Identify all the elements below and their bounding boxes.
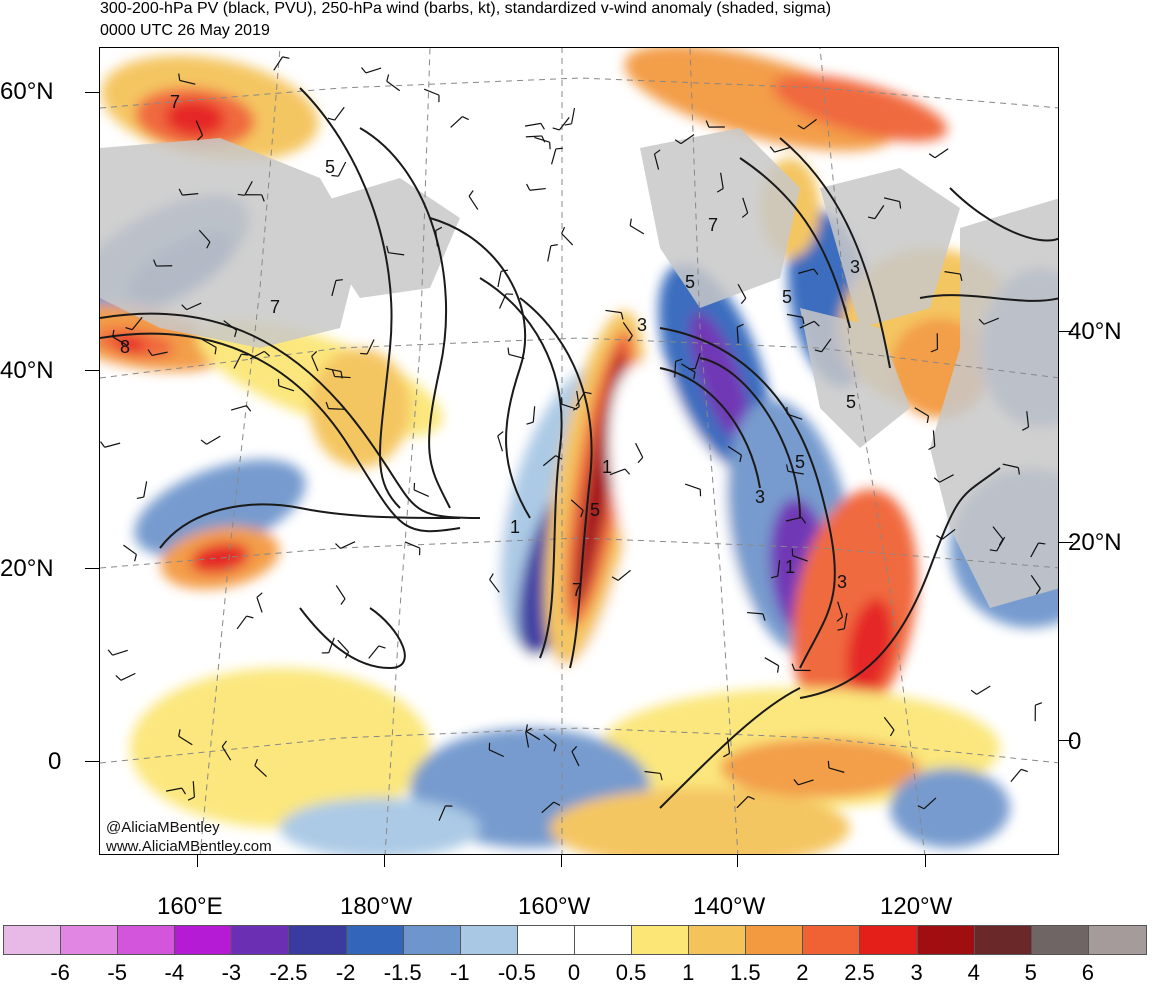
colorbar-swatch xyxy=(518,926,575,954)
colorbar-tick-label: -4 xyxy=(165,960,185,986)
lon-label-bottom: 140°W xyxy=(693,893,765,921)
lat-tick xyxy=(85,92,99,93)
colorbar-swatch xyxy=(575,926,632,954)
valid-time-subtitle: 0000 UTC 26 May 2019 xyxy=(100,22,270,40)
pv-contour-label: 7 xyxy=(572,580,582,600)
map-panel: 7 5 7 8 5 3 7 5 3 1 5 7 1 5 3 3 1 5 xyxy=(99,47,1059,855)
pv-contour-label: 5 xyxy=(685,272,695,292)
lat-label-right: 0 xyxy=(1068,728,1081,756)
barb-flag xyxy=(360,353,367,354)
colorbar xyxy=(3,925,1147,955)
colorbar-tick-label: 1.5 xyxy=(730,960,761,986)
colorbar-tick-label: 4 xyxy=(968,960,980,986)
pv-contour-label: 7 xyxy=(170,92,180,112)
lat-tick xyxy=(85,370,99,371)
lat-label-left: 40°N xyxy=(0,357,54,385)
pv-contour-label: 3 xyxy=(837,572,847,592)
barb-flag xyxy=(508,348,509,355)
pv-contour-label: 5 xyxy=(846,392,856,412)
colorbar-swatch xyxy=(746,926,803,954)
credit-handle: @AliciaMBentley xyxy=(106,818,272,837)
colorbar-tick-label: 6 xyxy=(1082,960,1094,986)
barb-flag xyxy=(828,761,829,768)
pv-contour-label: 5 xyxy=(325,157,335,177)
colorbar-swatch xyxy=(232,926,289,954)
colorbar-tick-label: 0 xyxy=(568,960,580,986)
colorbar-swatch xyxy=(461,926,518,954)
lat-label-right: 40°N xyxy=(1068,318,1122,346)
lon-tick xyxy=(925,855,926,867)
pv-contour-label: 1 xyxy=(510,517,520,537)
colorbar-tick-label: 3 xyxy=(910,960,922,986)
colorbar-tick-label: -1.5 xyxy=(384,960,422,986)
anomaly-region xyxy=(720,738,920,798)
colorbar-swatch xyxy=(4,926,61,954)
lat-tick xyxy=(85,761,99,762)
pv-contour-label: 5 xyxy=(782,287,792,307)
lat-label-left: 0 xyxy=(48,748,61,776)
pv-contour-label: 3 xyxy=(637,315,647,335)
anomaly-region xyxy=(310,348,410,468)
colorbar-tick-label: -2 xyxy=(336,960,356,986)
colorbar-swatch xyxy=(289,926,346,954)
colorbar-swatch xyxy=(918,926,975,954)
lat-label-left: 60°N xyxy=(0,78,54,106)
pv-contour-label: 1 xyxy=(602,457,612,477)
colorbar-tick-label: -1 xyxy=(450,960,470,986)
colorbar-swatch xyxy=(860,926,917,954)
lon-label-bottom: 120°W xyxy=(880,893,952,921)
colorbar-tick-label: 2.5 xyxy=(844,960,875,986)
barb-flag xyxy=(241,354,248,355)
colorbar-swatch xyxy=(404,926,461,954)
lon-tick xyxy=(561,855,562,867)
lon-label-bottom: 160°E xyxy=(157,893,223,921)
colorbar-tick-label: 1 xyxy=(682,960,694,986)
pv-contour-label: 7 xyxy=(708,215,718,235)
lat-tick xyxy=(1059,740,1073,741)
colorbar-swatch xyxy=(61,926,118,954)
colorbar-tick-label: -3 xyxy=(222,960,242,986)
lat-label-right: 20°N xyxy=(1068,529,1122,557)
barb-staff xyxy=(328,409,344,410)
lon-label-bottom: 180°W xyxy=(340,893,412,921)
colorbar-swatch xyxy=(175,926,232,954)
barb-flag xyxy=(556,148,563,149)
lon-label-bottom: 160°W xyxy=(518,893,590,921)
colorbar-tick-label: 2 xyxy=(796,960,808,986)
chart-title: 300-200-hPa PV (black, PVU), 250-hPa win… xyxy=(100,0,831,18)
lat-tick xyxy=(1059,331,1073,332)
pv-contour-label: 7 xyxy=(270,297,280,317)
colorbar-tick-label: 0.5 xyxy=(616,960,647,986)
pv-contour-label: 5 xyxy=(795,452,805,472)
colorbar-tick-label: 5 xyxy=(1025,960,1037,986)
colorbar-tick-label: -0.5 xyxy=(498,960,536,986)
anomaly-region xyxy=(890,768,1010,848)
colorbar-swatch xyxy=(1032,926,1089,954)
colorbar-swatch xyxy=(1089,926,1146,954)
colorbar-tick-label: -5 xyxy=(107,960,127,986)
lat-tick xyxy=(85,568,99,569)
author-credit: @AliciaMBentley www.AliciaMBentley.com xyxy=(106,818,272,856)
colorbar-swatch xyxy=(632,926,689,954)
colorbar-tick-label: -2.5 xyxy=(270,960,308,986)
lon-tick xyxy=(384,855,385,867)
pv-contour-label: 1 xyxy=(785,557,795,577)
lat-tick xyxy=(1059,542,1073,543)
colorbar-swatch xyxy=(803,926,860,954)
credit-website: www.AliciaMBentley.com xyxy=(106,837,272,856)
barb-flag xyxy=(336,280,343,281)
lon-tick xyxy=(737,855,738,867)
lon-tick xyxy=(197,855,198,867)
colorbar-swatch xyxy=(689,926,746,954)
lat-label-left: 20°N xyxy=(0,555,54,583)
colorbar-swatch xyxy=(975,926,1032,954)
colorbar-swatch xyxy=(118,926,175,954)
pv-contour-label: 5 xyxy=(590,500,600,520)
colorbar-swatch xyxy=(347,926,404,954)
colorbar-tick-label: -6 xyxy=(50,960,70,986)
pv-contour-label: 3 xyxy=(755,487,765,507)
pv-contour-label: 8 xyxy=(120,337,130,357)
pv-contour-label: 3 xyxy=(850,257,860,277)
anomaly-map: 7 5 7 8 5 3 7 5 3 1 5 7 1 5 3 3 1 5 xyxy=(100,48,1059,855)
